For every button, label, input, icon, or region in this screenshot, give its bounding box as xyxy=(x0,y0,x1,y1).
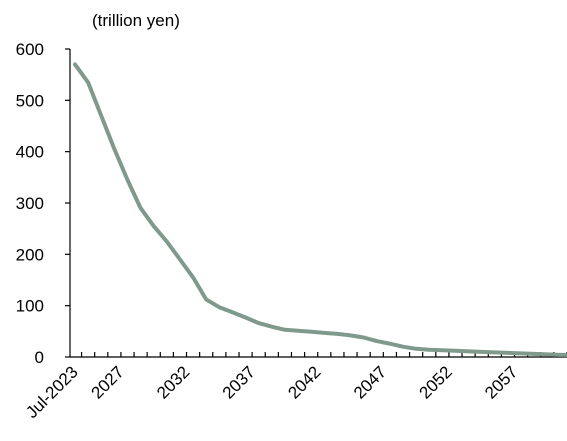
x-axis: Jul-2023 2027 2032 2037 2042 2047 2052 2057 xyxy=(22,352,567,422)
y-tick-label: 200 xyxy=(16,245,44,264)
series-layer xyxy=(73,62,567,357)
x-tick-label: 2047 xyxy=(350,362,390,402)
x-tick-label: 2032 xyxy=(153,362,193,402)
x-tick-label: 2057 xyxy=(481,362,521,402)
x-tick-label: 2042 xyxy=(284,362,324,402)
y-axis: 0 100 200 300 400 500 600 xyxy=(16,40,71,367)
y-tick-label: 100 xyxy=(16,297,44,316)
x-tick-label: 2052 xyxy=(416,362,456,402)
series-line xyxy=(73,62,567,357)
y-tick-label: 400 xyxy=(16,143,44,162)
x-tick-label: 2027 xyxy=(88,362,128,402)
y-tick-label: 500 xyxy=(16,91,44,110)
y-tick-label: 0 xyxy=(35,348,44,367)
unit-label: (trillion yen) xyxy=(92,11,180,30)
x-tick-label: Jul-2023 xyxy=(22,362,82,422)
x-tick-label: 2037 xyxy=(219,362,259,402)
y-tick-label: 600 xyxy=(16,40,44,59)
y-tick-label: 300 xyxy=(16,194,44,213)
